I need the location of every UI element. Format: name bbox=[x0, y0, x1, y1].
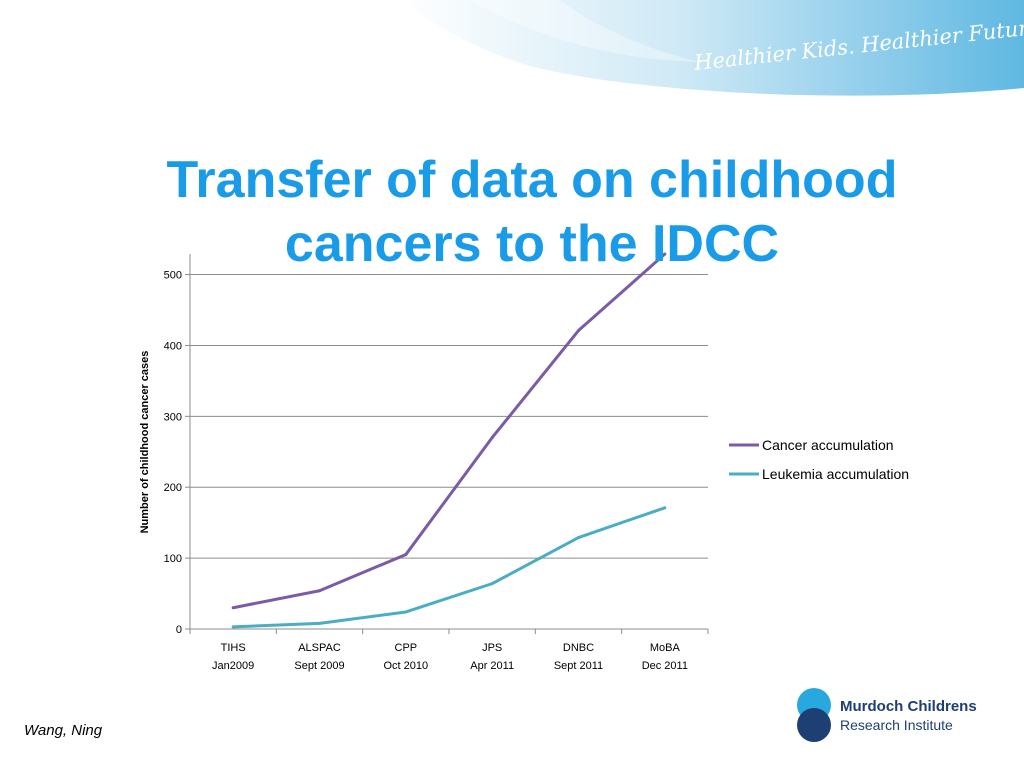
y-tick-label: 300 bbox=[164, 411, 182, 423]
data-point bbox=[490, 582, 494, 586]
y-tick-label: 0 bbox=[176, 624, 182, 636]
legend-label: Cancer accumulation bbox=[762, 437, 894, 453]
header-banner: Healthier Kids. Healthier Future. bbox=[400, 0, 1024, 96]
slide-title-line1: Transfer of data on childhood bbox=[166, 151, 898, 209]
data-point bbox=[318, 589, 321, 593]
y-axis-label: Number of childhood cancer cases bbox=[139, 351, 151, 534]
x-tick-label: ALSPAC Sept 2009 bbox=[294, 642, 344, 672]
author-name: Wang, Ning bbox=[24, 722, 103, 739]
y-tick-label: 100 bbox=[164, 553, 182, 565]
series-line-leukemia bbox=[233, 506, 666, 629]
data-point bbox=[231, 606, 235, 610]
y-tick-label: 200 bbox=[164, 482, 182, 494]
logo-mark-icon bbox=[797, 688, 831, 742]
data-point bbox=[577, 329, 580, 333]
slide-title: Transfer of data on childhood cancers to… bbox=[60, 148, 1004, 276]
x-tick-label: MoBA Dec 2011 bbox=[642, 642, 688, 672]
data-point bbox=[663, 252, 667, 256]
slide-title-line2: cancers to the IDCC bbox=[284, 215, 780, 273]
legend-label: Leukemia accumulation bbox=[762, 466, 909, 482]
x-tick-label: JPS Apr 2011 bbox=[470, 642, 514, 672]
data-point bbox=[318, 621, 321, 625]
series-line-cancer bbox=[232, 252, 666, 610]
y-tick-label: 400 bbox=[164, 340, 182, 352]
data-point bbox=[404, 610, 408, 614]
y-tick-label: 500 bbox=[164, 270, 182, 282]
x-tick-label: TIHS Jan2009 bbox=[212, 642, 254, 672]
x-tick-label: DNBC Sept 2011 bbox=[554, 642, 603, 672]
data-point bbox=[490, 436, 494, 440]
x-tick-label: CPP Oct 2010 bbox=[384, 642, 429, 672]
institute-logo: Murdoch Childrens Research Institute bbox=[792, 686, 1024, 750]
logo-name: Murdoch Childrens bbox=[840, 698, 977, 715]
data-point bbox=[404, 553, 408, 557]
data-point bbox=[577, 536, 580, 540]
data-point bbox=[231, 625, 235, 629]
data-point bbox=[663, 506, 667, 510]
logo-subtitle: Research Institute bbox=[840, 717, 953, 733]
